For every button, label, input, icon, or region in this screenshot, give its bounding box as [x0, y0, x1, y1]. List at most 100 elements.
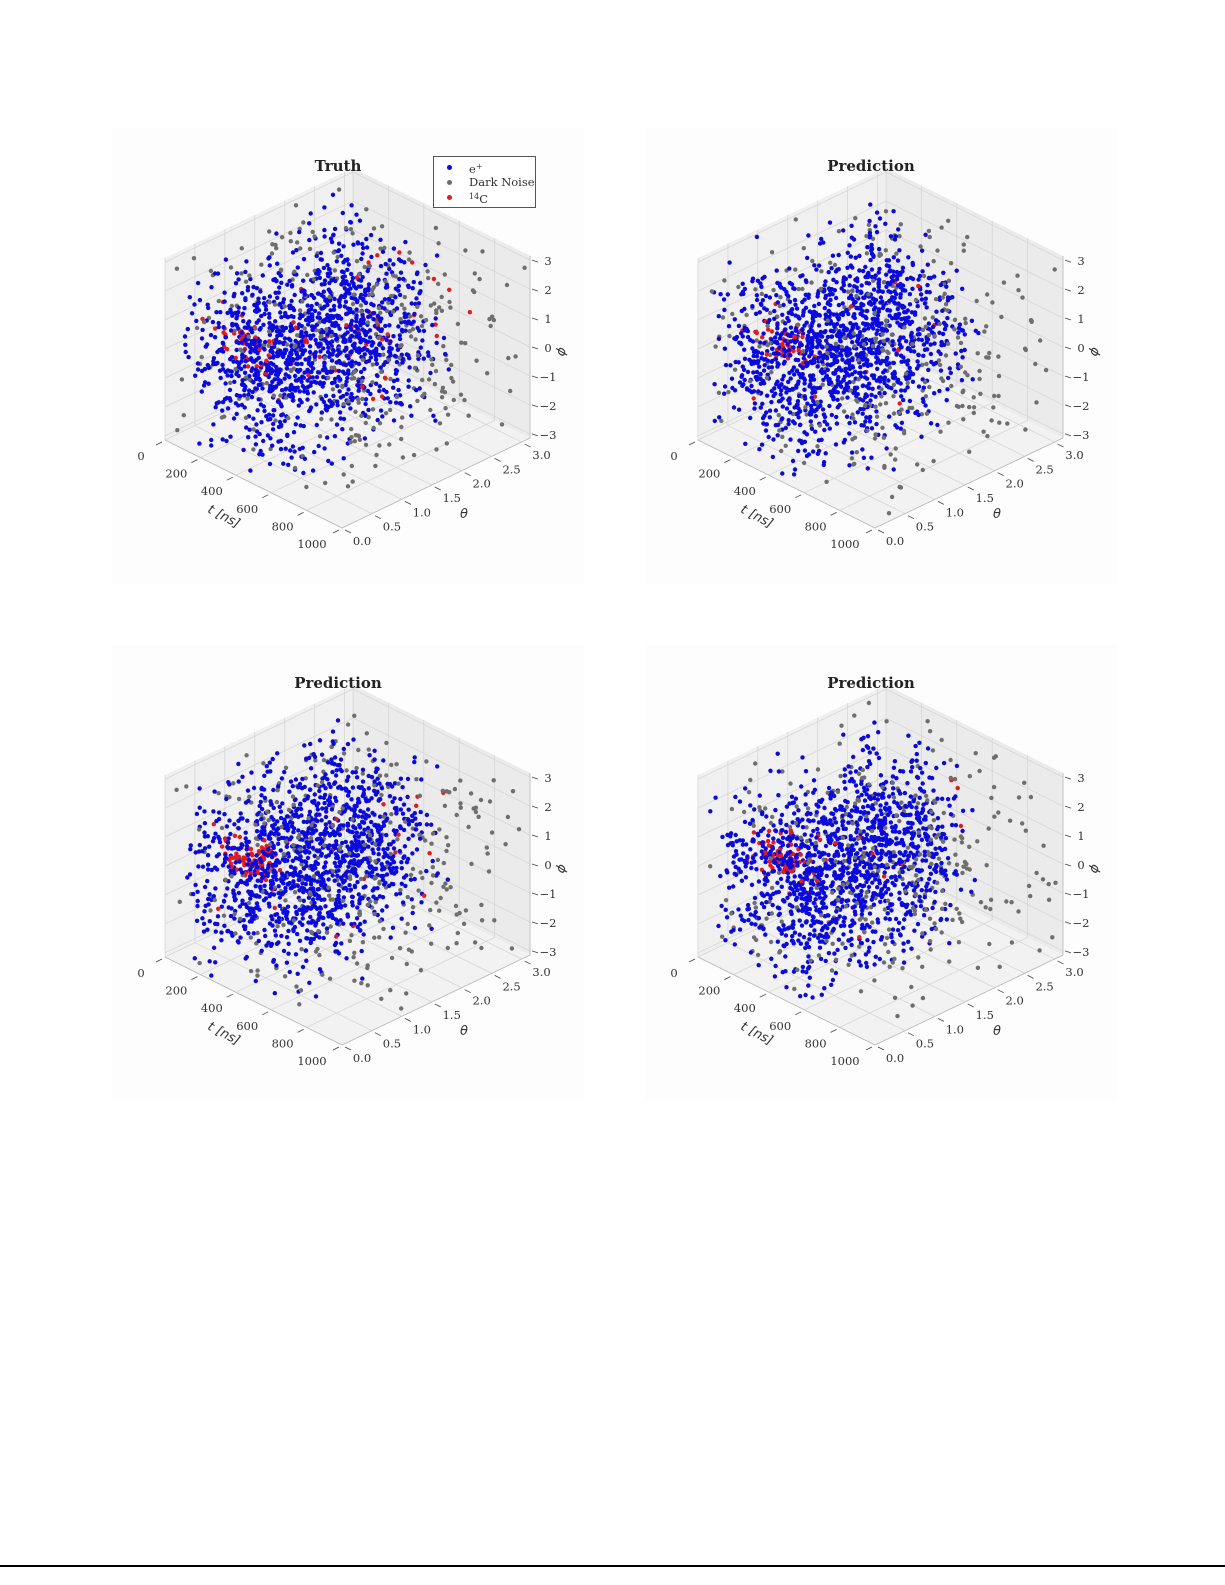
z-tick-label: −2	[540, 399, 557, 413]
x-tick-label: 400	[201, 1001, 223, 1015]
panel-truth: 0 200 400 600 800 1000 0.0 0.5 1.0 1.5 2.0 2.5 3.0 −3…	[112, 128, 584, 584]
y-tick-label: 2.5	[502, 979, 520, 993]
z-tick-label: −1	[1073, 887, 1090, 901]
y-tick-label: 1.0	[413, 505, 431, 519]
legend-marker-dark-noise	[447, 180, 452, 185]
x-tick-label: 200	[698, 984, 720, 998]
y-tick-label: 0.5	[383, 520, 401, 534]
panel-prediction-2: 0 200 400 600 800 1000 0.0 0.5 1.0 1.5 2.0 2.5 3.0 −3…	[112, 645, 584, 1101]
z-tick-label: −2	[540, 916, 557, 930]
z-tick-label: 0	[544, 341, 551, 355]
y-axis-label: θ	[460, 507, 468, 522]
y-tick-label: 0.5	[916, 520, 934, 534]
legend-marker-c14	[447, 195, 452, 200]
z-tick-label: 2	[544, 283, 551, 297]
z-tick-label: −2	[1073, 399, 1090, 413]
y-tick-label: 1.5	[443, 491, 461, 505]
legend-label: C	[479, 192, 488, 206]
y-tick-label: 0.0	[886, 534, 904, 548]
z-tick-label: −1	[540, 887, 557, 901]
y-tick-label: 2.5	[502, 462, 520, 476]
y-tick-label: 3.0	[1065, 965, 1083, 979]
y-axis-label: θ	[993, 507, 1001, 522]
floor-pane	[698, 350, 1063, 528]
y-tick-label: 3.0	[1065, 448, 1083, 462]
y-tick-label: 0.0	[886, 1051, 904, 1065]
panel-title: Prediction	[827, 674, 915, 692]
z-axis-label: ϕ	[1086, 862, 1103, 876]
scatter-points	[709, 202, 1057, 516]
panel-prediction-3: 0 200 400 600 800 1000 0.0 0.5 1.0 1.5 2.0 2.5 3.0 −3…	[645, 645, 1117, 1101]
z-tick-label: 3	[1077, 771, 1084, 785]
y-tick-label: 2.0	[473, 994, 491, 1008]
x-tick-label: 600	[236, 502, 258, 516]
y-tick-label: 2.0	[1006, 994, 1024, 1008]
y-tick-label: 2.5	[1035, 979, 1053, 993]
y-tick-label: 3.0	[532, 965, 550, 979]
y-tick-label: 0.0	[353, 534, 371, 548]
x-tick-label: 800	[805, 1036, 827, 1050]
x-tick-label: 600	[769, 502, 791, 516]
x-tick-label: 200	[165, 467, 187, 481]
x-tick-label: 400	[734, 484, 756, 498]
z-axis-label: ϕ	[553, 345, 570, 359]
x-tick-label: 200	[165, 984, 187, 998]
y-tick-label: 1.0	[946, 505, 964, 519]
z-tick-label: 1	[544, 829, 551, 843]
y-tick-label: 1.5	[976, 1008, 994, 1022]
x-tick-label: 800	[272, 519, 294, 533]
z-axis-label: ϕ	[1086, 345, 1103, 359]
x-tick-label: 200	[698, 467, 720, 481]
x-tick-label: 1000	[830, 1054, 859, 1068]
x-tick-label: 600	[769, 1019, 791, 1033]
z-tick-label: 1	[544, 312, 551, 326]
z-tick-label: 2	[544, 800, 551, 814]
scatter-points	[708, 700, 1058, 1019]
legend-sup: +	[475, 162, 483, 171]
z-tick-label: 3	[1077, 254, 1084, 268]
x-tick-label: 600	[236, 1019, 258, 1033]
x-tick-label: 0	[670, 966, 677, 980]
z-tick-label: −3	[540, 945, 557, 959]
x-tick-label: 1000	[297, 537, 326, 551]
y-tick-label: 1.5	[976, 491, 994, 505]
z-tick-label: 1	[1077, 312, 1084, 326]
y-tick-label: 1.5	[443, 1008, 461, 1022]
floor-pane	[698, 867, 1063, 1045]
z-tick-label: −1	[1073, 370, 1090, 384]
y-tick-label: 0.0	[353, 1051, 371, 1065]
x-tick-label: 1000	[297, 1054, 326, 1068]
z-tick-label: −3	[540, 428, 557, 442]
legend-marker-positron	[447, 165, 452, 170]
x-tick-label: 0	[137, 449, 144, 463]
panel-title: Truth	[315, 157, 362, 175]
y-tick-label: 3.0	[532, 448, 550, 462]
y-axis-label: θ	[993, 1024, 1001, 1039]
y-tick-label: 0.5	[383, 1037, 401, 1051]
y-axis-label: θ	[460, 1024, 468, 1039]
x-tick-label: 400	[201, 484, 223, 498]
z-tick-label: 3	[544, 771, 551, 785]
z-tick-label: −3	[1073, 945, 1090, 959]
x-tick-label: 800	[805, 519, 827, 533]
legend: e+ Dark Noise 14C	[433, 156, 536, 208]
x-tick-label: 800	[272, 1036, 294, 1050]
y-tick-label: 1.0	[413, 1022, 431, 1036]
scatter-points	[174, 713, 522, 1011]
z-tick-label: 3	[544, 254, 551, 268]
legend-label: Dark Noise	[469, 175, 535, 189]
z-tick-label: −3	[1073, 428, 1090, 442]
panel-title: Prediction	[294, 674, 382, 692]
z-axis-label: ϕ	[553, 862, 570, 876]
z-tick-label: 0	[1077, 341, 1084, 355]
scatter-points	[174, 187, 527, 490]
y-tick-label: 2.5	[1035, 462, 1053, 476]
z-tick-label: 0	[544, 858, 551, 872]
z-tick-label: 0	[1077, 858, 1084, 872]
panel-title: Prediction	[827, 157, 915, 175]
z-tick-label: 2	[1077, 800, 1084, 814]
